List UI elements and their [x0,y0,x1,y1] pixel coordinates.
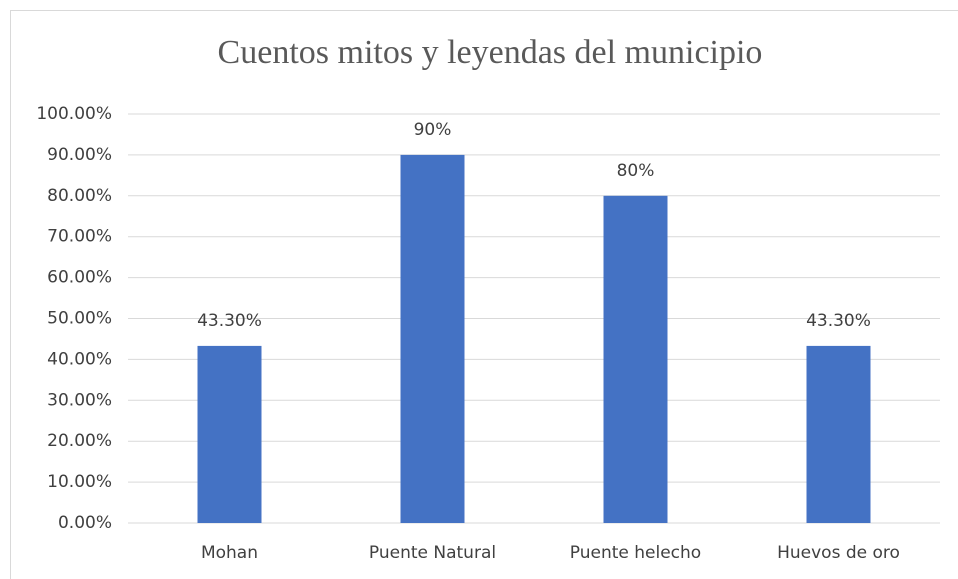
bar [400,154,465,523]
data-label: 43.30% [806,311,871,331]
bar [806,345,871,523]
y-tick-label: 50.00% [47,309,112,329]
data-label: 43.30% [197,311,262,331]
y-tick-label: 60.00% [47,268,112,288]
bar [197,345,262,523]
y-tick-label: 90.00% [47,145,112,165]
x-tick-label: Huevos de oro [777,543,900,563]
x-tick-label: Puente Natural [369,543,496,563]
bar [603,195,668,524]
y-tick-label: 70.00% [47,227,112,247]
chart-frame [10,10,958,579]
y-tick-label: 0.00% [58,513,112,533]
x-tick-label: Puente helecho [570,543,701,563]
y-tick-label: 80.00% [47,186,112,206]
data-label: 90% [414,120,452,140]
x-tick-label: Mohan [201,543,258,563]
y-tick-label: 40.00% [47,349,112,369]
y-tick-label: 20.00% [47,431,112,451]
y-tick-label: 100.00% [36,104,112,124]
chart-title: Cuentos mitos y leyendas del municipio [218,34,763,71]
data-label: 80% [617,161,655,181]
y-tick-label: 30.00% [47,390,112,410]
y-tick-label: 10.00% [47,472,112,492]
